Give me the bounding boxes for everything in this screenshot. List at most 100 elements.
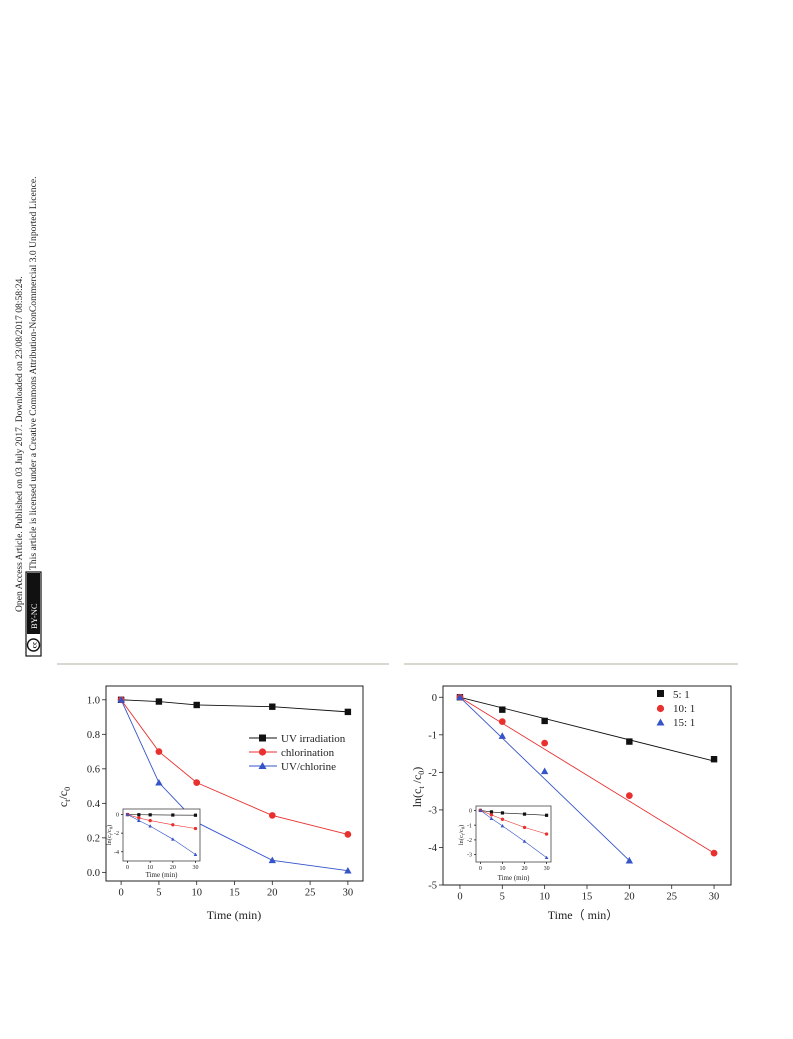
data-point-2-0 — [456, 693, 464, 701]
ticks-group: 0 5 10 15 20 25 30 0.0 0.2 0.4 0.6 0.8 1.0 — [87, 695, 353, 898]
x-tick-label: 15 — [582, 892, 593, 903]
inset-a: 0 10 20 30 0 -2 -4 Time (min) ln(ct/c0) — [106, 808, 201, 879]
data-point-0-3 — [269, 703, 276, 710]
x-tick-label: 10 — [147, 865, 153, 871]
data-point-2-0 — [117, 696, 125, 703]
inset-y-label: ln(ct/c0) — [106, 825, 114, 846]
series-line-0 — [121, 699, 348, 713]
x-tick-label: 20 — [522, 866, 528, 872]
data-point-2-0 — [125, 812, 130, 817]
x-tick-label: 30 — [544, 866, 550, 872]
y-tick-label: 0 — [469, 809, 472, 815]
x-tick-label: 0 — [479, 866, 482, 872]
legend-label-uv-chlorine: UV/chlorine — [281, 761, 336, 773]
x-tick-label: 10 — [191, 888, 202, 899]
data-point-1-4 — [193, 826, 198, 831]
data-point-2-1 — [137, 818, 141, 823]
data-point-2-3 — [170, 837, 175, 841]
inset-x-label: Time (min) — [498, 874, 530, 882]
data-point-2-3 — [268, 856, 276, 864]
legend: 5: 1 10: 1 15: 1 — [656, 689, 695, 729]
x-tick-label: 20 — [624, 892, 635, 903]
data-point-2-3 — [522, 839, 527, 843]
x-tick-label: 25 — [666, 892, 677, 903]
x-axis-label: Time (min) — [207, 908, 262, 922]
svg-text:ct/c0: ct/c0 — [56, 787, 72, 807]
x-tick-label: 20 — [267, 888, 278, 899]
y-tick-label: -3 — [428, 806, 437, 817]
data-point-1-1 — [489, 813, 494, 817]
data-point-2-1 — [155, 778, 163, 786]
data-point-1-4 — [344, 831, 352, 838]
cc-icon: cc — [30, 641, 39, 648]
y-tick-label: 0 — [116, 813, 119, 819]
inset-x-label: Time (min) — [146, 871, 178, 879]
y-tick-label: 1.0 — [87, 695, 100, 706]
y-tick-label: -1 — [428, 730, 437, 741]
y-tick-label: 0.6 — [87, 765, 100, 776]
legend-label-10-1: 10: 1 — [673, 703, 695, 715]
x-tick-label: 25 — [305, 888, 316, 899]
legend-label-5-1: 5: 1 — [673, 689, 690, 701]
data-point-0-1 — [499, 706, 506, 713]
data-point-0-4 — [344, 708, 352, 716]
chart-b: 0 5 10 15 20 25 30 0 -1 -2 -3 -4 -5 5: 1 10: 1 15: 1… — [410, 685, 732, 922]
x-axis-label: Time（ min） — [548, 908, 619, 922]
series-group — [456, 693, 718, 864]
data-point-1-4 — [710, 849, 718, 857]
data-point-2-2 — [148, 824, 153, 828]
x-tick-label: 20 — [170, 865, 176, 871]
data-point-1-3 — [625, 792, 633, 799]
x-tick-label: 5 — [156, 888, 161, 899]
x-tick-label: 15 — [229, 888, 240, 899]
legend: UV irradiation chlorination UV/chlorine — [249, 733, 346, 773]
x-tick-label: 5 — [500, 892, 505, 903]
x-tick-label: 30 — [343, 888, 354, 899]
data-point-2-0 — [478, 808, 483, 812]
data-point-1-2 — [500, 817, 505, 821]
y-tick-label: -3 — [467, 853, 472, 859]
y-tick-label: 0.4 — [87, 799, 101, 810]
data-point-0-2 — [500, 811, 505, 815]
y-axis-label: ct/c0 — [56, 787, 72, 807]
legend-label-uv-irradiation: UV irradiation — [281, 733, 346, 745]
data-point-1-2 — [148, 818, 152, 823]
divider-right — [404, 663, 738, 665]
data-point-2-1 — [489, 816, 494, 820]
x-tick-label: 10 — [539, 892, 550, 903]
data-point-1-1 — [137, 816, 141, 820]
divider-left — [57, 663, 389, 665]
series-line-2 — [459, 696, 630, 861]
ticks-group: 0 5 10 15 20 25 30 0 -1 -2 -3 -4 -5 — [428, 693, 719, 903]
svg-text:ln(ct /c0): ln(ct /c0) — [410, 767, 426, 808]
y-tick-label: -1 — [467, 823, 472, 829]
license-sidebar: Open Access Article. Published on 03 Jul… — [14, 176, 42, 657]
y-tick-label: -2 — [467, 838, 472, 844]
data-point-0-1 — [137, 813, 141, 817]
data-point-0-2 — [541, 717, 548, 725]
data-point-1-3 — [522, 825, 527, 830]
data-point-0-4 — [544, 813, 549, 817]
cc-license-badge[interactable]: cc BY-NC — [25, 571, 42, 657]
y-tick-label: 0.2 — [87, 834, 100, 845]
y-tick-label: 0.0 — [87, 868, 100, 879]
data-point-0-2 — [148, 813, 152, 817]
y-tick-label: 0 — [432, 693, 437, 704]
data-point-1-4 — [544, 832, 549, 836]
data-point-2-3 — [625, 856, 634, 864]
data-point-2-1 — [498, 732, 506, 739]
data-point-0-4 — [710, 756, 718, 763]
data-point-1-3 — [268, 812, 276, 819]
inset-b: 0 10 20 30 0 -1 -2 -3 Time (min) ln(ct/c0) — [458, 805, 552, 882]
legend-label-chlorination: chlorination — [281, 747, 335, 759]
data-point-2-2 — [500, 824, 505, 828]
x-tick-label: 10 — [499, 866, 505, 872]
y-tick-label: -2 — [428, 768, 437, 779]
data-point-0-4 — [193, 813, 198, 817]
chart-a: 0 5 10 15 20 25 30 0.0 0.2 0.4 0.6 0.8 1.0 UV irradi… — [56, 685, 364, 922]
data-point-1-3 — [171, 823, 175, 827]
legend-label-15-1: 15: 1 — [673, 717, 695, 729]
y-tick-label: -4 — [428, 843, 437, 854]
license-line-2: This article is licensed under a Creativ… — [28, 176, 39, 570]
x-tick-label: 30 — [192, 865, 198, 871]
